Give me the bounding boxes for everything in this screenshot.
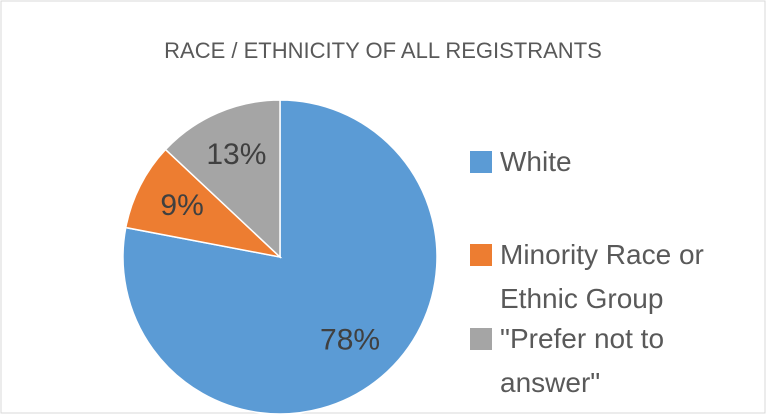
legend-label: "Prefer not to answer" (500, 323, 665, 398)
legend-item: Minority Race or Ethnic Group (470, 233, 740, 321)
legend-swatch (470, 244, 492, 266)
pie-slice (122, 99, 438, 415)
legend-swatch (470, 328, 492, 350)
legend-item: "Prefer not to answer" (470, 317, 740, 405)
legend-item: White (470, 140, 740, 184)
legend-swatch (470, 151, 492, 173)
data-label: 13% (206, 138, 266, 171)
chart-title: RACE / ETHNICITY OF ALL REGISTRANTS (164, 38, 602, 63)
legend-label: Minority Race or Ethnic Group (500, 239, 704, 314)
pie-slice (164, 99, 281, 259)
pie-slice (124, 148, 283, 259)
legend-label: White (500, 146, 572, 177)
data-label: 78% (320, 324, 380, 357)
data-label: 9% (160, 189, 203, 222)
